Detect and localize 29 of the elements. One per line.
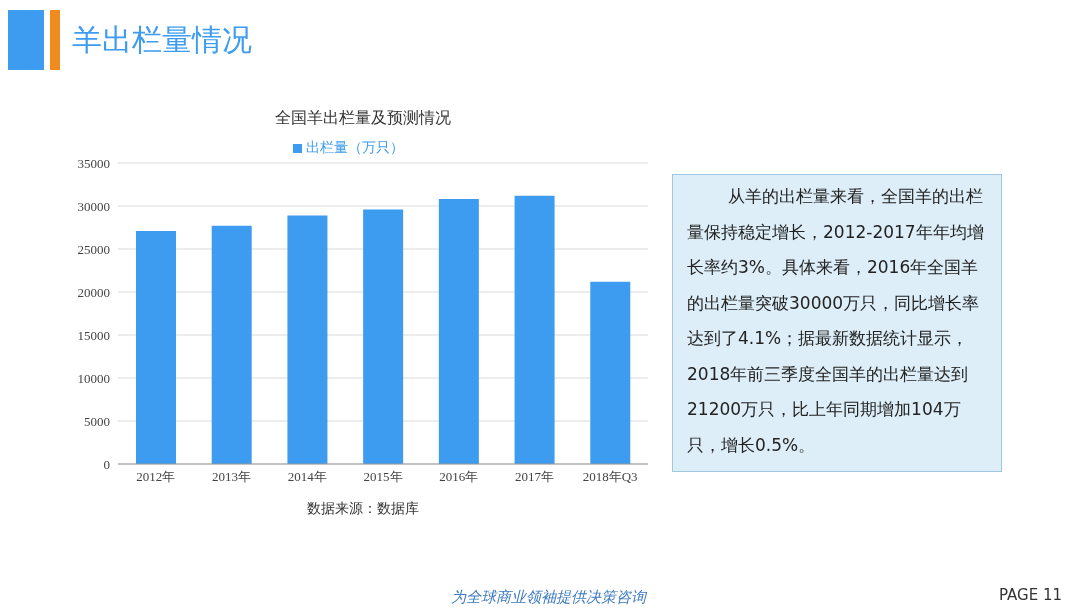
chart-title: 羊出栏量情况 (72, 21, 252, 59)
source-note: 数据来源：数据库 (306, 500, 420, 518)
text: PAGE 11 (998, 586, 1062, 604)
bar (287, 215, 328, 464)
bar (363, 209, 404, 464)
x-tick-label: 2014年 (287, 469, 327, 485)
text: 为全球商业领袖提供决策咨询 (449, 588, 648, 607)
bar (438, 199, 479, 464)
x-tick-label: 2018年Q3 (582, 469, 638, 485)
x-tick-label: 2017年 (514, 469, 554, 485)
y-tick-label: 15000 (77, 327, 110, 343)
text: 从羊的出栏量来看，全国羊的出栏量保持稳定增长，2012-2017年年均增长率约3%。具体来看，2016年全国羊的出栏量突破30000万只，同比增长率达到了4.1%；据最新数据统计显示，2018年前三季度全国羊的出栏量达到21200万只，比上年同期增加104万只，增长0.5%。 (672, 174, 1002, 472)
y-tick-label: 0 (103, 456, 110, 472)
y-tick-label: 5000 (84, 413, 110, 429)
y-tick-label: 10000 (77, 370, 110, 386)
x-tick-label: 2015年 (363, 469, 403, 485)
y-tick-label: 20000 (77, 284, 110, 300)
x-tick-label: 2012年 (136, 469, 176, 485)
legend-label: 出栏量（万只） (305, 139, 404, 155)
y-tick-label: 25000 (77, 241, 110, 257)
bar (211, 225, 252, 464)
x-tick-label: 2013年 (212, 469, 252, 485)
bar (590, 281, 631, 464)
chart-subtitle: 全国羊出栏量及预测情况 (274, 108, 452, 129)
y-tick-label: 30000 (77, 198, 110, 214)
x-tick-label: 2016年 (439, 469, 479, 485)
y-tick-label: 35000 (77, 155, 110, 171)
bar (514, 195, 555, 464)
bar (136, 230, 176, 464)
